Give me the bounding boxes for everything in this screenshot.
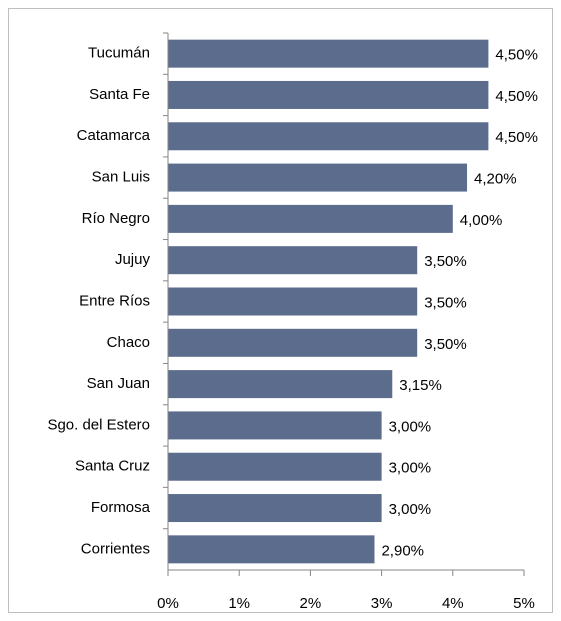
value-label: 3,50%: [424, 294, 467, 311]
value-label: 3,00%: [389, 418, 432, 435]
bar: [168, 328, 418, 357]
bar: [168, 494, 382, 523]
bar: [168, 452, 382, 481]
y-tick-label: San Luis: [92, 169, 150, 186]
bar: [168, 80, 489, 109]
value-label: 4,50%: [495, 88, 538, 105]
bar: [168, 39, 489, 68]
y-tick-label: Jujuy: [115, 251, 151, 268]
value-label: 3,50%: [424, 253, 467, 270]
y-tick-label: Santa Fe: [89, 86, 150, 103]
y-tick-label: Santa Cruz: [75, 458, 150, 475]
y-tick-label: Tucumán: [88, 45, 150, 62]
value-label: 2,90%: [381, 542, 424, 559]
x-tick-label: 1%: [228, 595, 250, 612]
x-tick-label: 3%: [371, 595, 393, 612]
x-tick-label: 4%: [442, 595, 464, 612]
bar: [168, 204, 453, 233]
value-label: 4,00%: [460, 212, 503, 229]
bar: [168, 246, 418, 275]
value-label: 4,50%: [495, 129, 538, 146]
x-tick-label: 5%: [513, 595, 535, 612]
y-tick-label: Sgo. del Estero: [47, 416, 150, 433]
value-label: 3,15%: [399, 377, 442, 394]
bar: [168, 287, 418, 316]
y-tick-label: San Juan: [87, 375, 150, 392]
x-tick-label: 2%: [300, 595, 322, 612]
bar: [168, 163, 468, 192]
y-tick-label: Entre Ríos: [79, 292, 150, 309]
value-label: 4,50%: [495, 47, 538, 64]
y-tick-label: Catamarca: [77, 127, 151, 144]
bar: [168, 411, 382, 440]
x-tick-label: 0%: [157, 595, 179, 612]
bar: [168, 370, 393, 399]
bar: [168, 122, 489, 151]
value-label: 3,50%: [424, 336, 467, 353]
y-tick-label: Chaco: [107, 334, 150, 351]
bar: [168, 535, 375, 564]
value-label: 3,00%: [389, 501, 432, 518]
y-tick-label: Corrientes: [81, 540, 150, 557]
y-tick-label: Río Negro: [82, 210, 150, 227]
value-label: 3,00%: [389, 460, 432, 477]
y-tick-label: Formosa: [91, 499, 151, 516]
value-label: 4,20%: [474, 171, 517, 188]
